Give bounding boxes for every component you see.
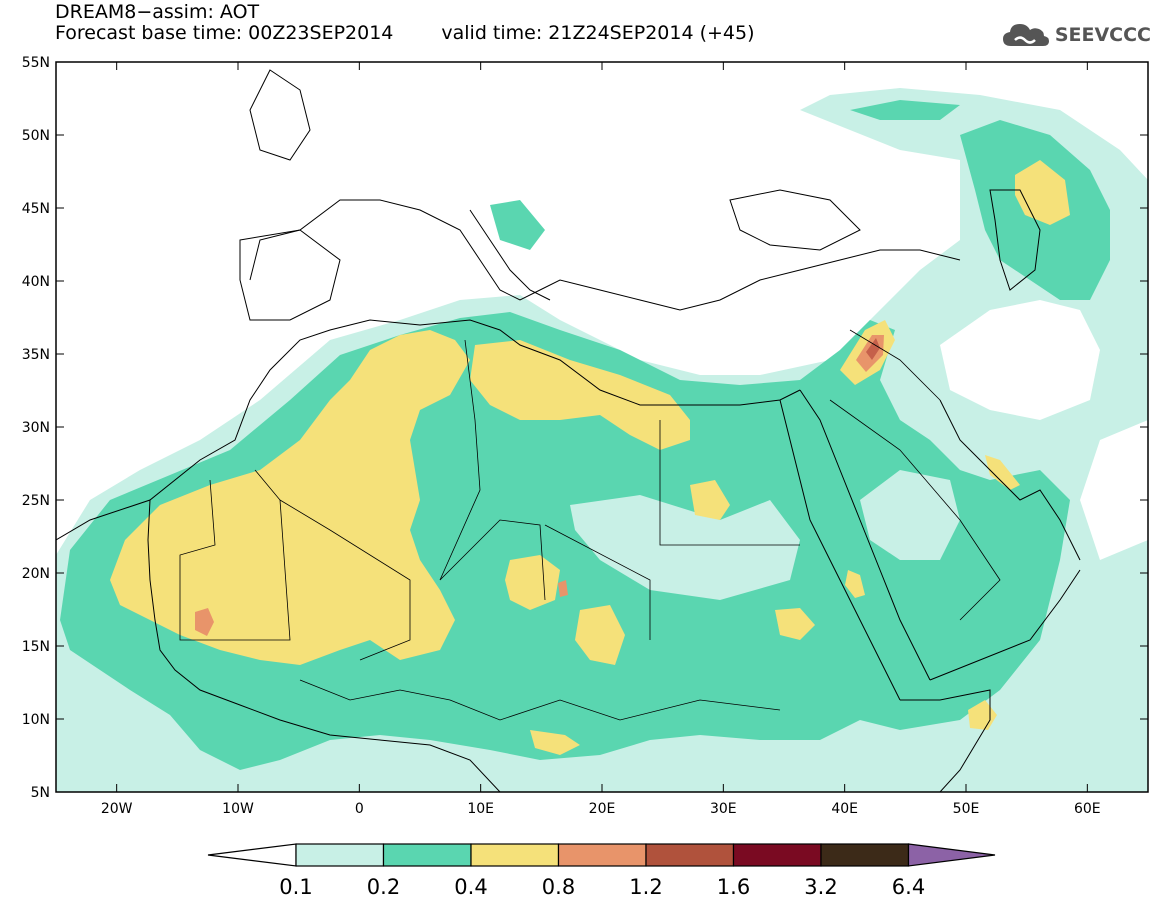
valid-time: valid time: 21Z24SEP2014 (+45) xyxy=(441,22,755,44)
country-borders xyxy=(179,329,1001,721)
logo-text: SEEVCCC xyxy=(1054,24,1151,46)
colorbar-label: 3.2 xyxy=(804,875,837,899)
border-mali xyxy=(279,499,411,661)
colorbar: 0.1 0.2 0.4 0.8 1.2 1.6 3.2 6.4 xyxy=(207,843,996,899)
aot-level-0.4-chad xyxy=(505,555,560,610)
coast-gulf xyxy=(939,399,1081,561)
coast-arabia-south xyxy=(929,569,1081,681)
aot-contours xyxy=(56,88,1148,792)
aot-level-0.4-gulf xyxy=(985,455,1020,490)
colorbar-swatch xyxy=(382,843,472,867)
coast-uk xyxy=(249,69,311,161)
colorbar-swatch xyxy=(295,843,385,867)
lat-label: 40N xyxy=(22,274,50,290)
border-africa-south xyxy=(299,679,781,721)
coast-iberia xyxy=(239,229,341,321)
forecast-base-time: Forecast base time: 00Z23SEP2014 xyxy=(55,22,394,44)
coast-west-africa xyxy=(147,499,501,792)
border-iraq xyxy=(849,329,941,401)
title-line-2: Forecast base time: 00Z23SEP2014 valid ti… xyxy=(55,23,755,44)
light-area-arabia xyxy=(860,470,960,560)
aot-level-0.4-egypt xyxy=(690,480,730,520)
coast-red-sea-east xyxy=(799,389,931,681)
border-egypt-sudan xyxy=(659,420,800,546)
colorbar-swatch xyxy=(470,843,560,867)
aot-level-0.4-west-africa xyxy=(110,330,470,665)
aot-level-0.4-cameroon xyxy=(530,730,580,755)
coast-caspian xyxy=(989,189,1041,291)
colorbar-swatch xyxy=(645,843,735,867)
coast-italy xyxy=(469,209,551,301)
coast-horn xyxy=(900,689,991,792)
colorbar-label: 1.6 xyxy=(717,875,750,899)
coast-red-sea-west xyxy=(779,399,901,701)
lat-label: 5N xyxy=(31,785,50,801)
colorbar-swatch xyxy=(820,843,910,867)
map-title: DREAM8−assim: AOT Forecast base time: 00… xyxy=(55,2,755,44)
border-niger-chad xyxy=(439,519,546,601)
lat-label: 55N xyxy=(22,55,50,71)
colorbar-label: 0.1 xyxy=(279,875,312,899)
light-area-egypt xyxy=(570,495,800,600)
lon-label: 40E xyxy=(831,801,858,817)
colorbar-extend-high xyxy=(907,843,996,867)
aot-level-0.2-eu xyxy=(850,100,960,120)
aot-level-0.4-ethiopia xyxy=(775,608,815,640)
lon-label: 0 xyxy=(355,801,364,817)
aot-level-0.4-kazakh xyxy=(1015,160,1070,225)
latitude-axis: 55N 50N 45N 40N 35N 30N 25N 20N 15N 10N 5N xyxy=(22,55,1148,801)
border-saudi xyxy=(829,399,1001,621)
lon-label: 30E xyxy=(710,801,737,817)
lat-label: 25N xyxy=(22,493,50,509)
lon-label: 10E xyxy=(467,801,494,817)
lon-label: 50E xyxy=(953,801,980,817)
lon-label: 10W xyxy=(222,801,254,817)
lat-label: 20N xyxy=(22,566,50,582)
lat-label: 35N xyxy=(22,347,50,363)
colorbar-label: 6.4 xyxy=(892,875,925,899)
lat-label: 10N xyxy=(22,712,50,728)
lon-label: 20W xyxy=(101,801,133,817)
aot-level-0.2-adriatic xyxy=(490,200,545,250)
lat-label: 45N xyxy=(22,201,50,217)
colorbar-label: 1.2 xyxy=(629,875,662,899)
aot-level-0.4-libya xyxy=(470,340,690,450)
aot-level-0.4-redsea xyxy=(845,570,865,598)
lat-label: 50N xyxy=(22,128,50,144)
colorbar-label: 0.4 xyxy=(454,875,487,899)
longitude-axis: 20W 10W 0 10E 20E 30E 40E 50E 60E xyxy=(101,62,1101,817)
lat-label: 30N xyxy=(22,420,50,436)
colorbar-swatch xyxy=(732,843,822,867)
coast-black-sea xyxy=(729,189,861,251)
coast-north-africa xyxy=(56,319,801,541)
aot-level-0.8-mali xyxy=(195,608,214,636)
border-algeria-libya xyxy=(439,339,481,581)
lon-label: 20E xyxy=(589,801,616,817)
aot-level-1.2-syria xyxy=(866,338,880,360)
colorbar-label: 0.8 xyxy=(542,875,575,899)
coastlines xyxy=(56,69,1081,792)
clear-area-caspian xyxy=(1080,420,1148,560)
border-libya-sudan xyxy=(544,524,651,640)
colorbar-extend-low xyxy=(207,843,297,867)
colorbar-swatch xyxy=(557,843,647,867)
aot-level-0.8-chad xyxy=(558,580,568,597)
lat-label: 15N xyxy=(22,639,50,655)
coast-europe xyxy=(249,199,961,311)
seevccc-logo: SEEVCCC xyxy=(1001,20,1151,50)
title-line-1: DREAM8−assim: AOT xyxy=(55,1,260,23)
cloud-icon xyxy=(1002,24,1049,46)
aot-level-0.4-sudan xyxy=(575,605,625,665)
colorbar-label: 0.2 xyxy=(367,875,400,899)
clear-area-iran xyxy=(940,300,1100,420)
lon-label: 60E xyxy=(1074,801,1101,817)
